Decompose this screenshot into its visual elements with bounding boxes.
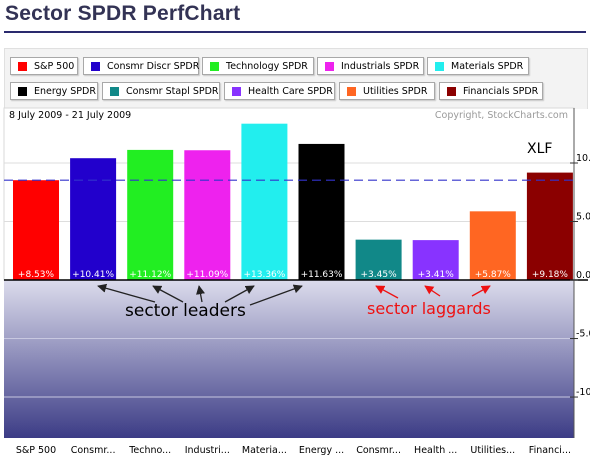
legend-swatch	[435, 62, 444, 71]
data-label: +10.41%	[72, 270, 114, 280]
legend-item-industrials[interactable]: Industrials SPDR	[317, 57, 424, 75]
legend-label: Industrials SPDR	[341, 61, 420, 72]
x-tick-label: Techno...	[128, 445, 171, 456]
x-tick-label: Materia...	[242, 445, 287, 456]
data-label: +8.53%	[18, 270, 55, 280]
y-tick-label: 0.0	[576, 270, 590, 281]
laggard-arrow	[471, 285, 491, 297]
date-range: 8 July 2009 - 21 July 2009	[9, 110, 132, 121]
bar[interactable]	[184, 150, 231, 281]
title-divider	[4, 31, 586, 33]
leader-arrow	[97, 283, 156, 303]
x-tick-label: Financi...	[529, 445, 571, 456]
legend-swatch	[447, 87, 456, 96]
plot-negative-area	[4, 280, 574, 438]
bar[interactable]	[70, 158, 117, 281]
x-tick-label: Consmr...	[356, 445, 401, 456]
data-label: +13.36%	[243, 270, 285, 280]
data-label: +9.18%	[532, 270, 569, 280]
xlf-annotation: XLF	[527, 141, 552, 157]
legend-item-sp500[interactable]: S&P 500	[10, 57, 78, 75]
legend-swatch	[110, 87, 119, 96]
legend-item-health-care[interactable]: Health Care SPDR	[224, 82, 335, 100]
bar[interactable]	[526, 172, 573, 281]
legend-item-materials[interactable]: Materials SPDR	[427, 57, 529, 75]
sector-leaders-annotation: sector leaders	[125, 301, 246, 321]
legend-item-consmr-stapl[interactable]: Consmr Stapl SPDR	[102, 82, 220, 100]
legend-label: Materials SPDR	[451, 61, 524, 72]
leader-arrow	[249, 284, 303, 306]
legend-item-consmr-discr[interactable]: Consmr Discr SPDR	[83, 57, 199, 75]
bar[interactable]	[13, 180, 59, 281]
x-tick-label: Industri...	[185, 445, 230, 456]
y-tick-label: 5.0	[576, 212, 590, 223]
legend-item-energy[interactable]: Energy SPDR	[10, 82, 98, 100]
sector-laggards-annotation: sector laggards	[367, 299, 491, 318]
y-tick-label: 10.	[576, 153, 590, 164]
data-label: +5.87%	[475, 270, 512, 280]
copyright: Copyright, StockCharts.com	[434, 110, 568, 121]
bar[interactable]	[412, 240, 459, 281]
bar[interactable]	[127, 149, 174, 281]
legend-swatch	[18, 62, 27, 71]
legend-swatch	[232, 87, 241, 96]
data-label: +3.41%	[418, 270, 455, 280]
leader-arrow	[196, 285, 205, 303]
legend-swatch	[91, 62, 100, 71]
x-tick-label: S&P 500	[16, 445, 56, 456]
legend-item-technology[interactable]: Technology SPDR	[202, 57, 314, 75]
bar[interactable]	[469, 211, 516, 281]
legend-item-financials[interactable]: Financials SPDR	[439, 82, 543, 100]
legend: S&P 500 Consmr Discr SPDR Technology SPD…	[4, 48, 588, 109]
x-tick-label: Utilities...	[470, 445, 515, 456]
legend-swatch	[325, 62, 334, 71]
legend-item-utilities[interactable]: Utilities SPDR	[339, 82, 435, 100]
legend-label: S&P 500	[34, 61, 75, 72]
laggard-arrow	[424, 285, 441, 297]
legend-swatch	[347, 87, 356, 96]
x-tick-label: Consmr...	[71, 445, 116, 456]
legend-label: Utilities SPDR	[363, 86, 428, 97]
data-label: +11.12%	[129, 270, 171, 280]
legend-label: Consmr Discr SPDR	[107, 61, 200, 72]
leader-arrow	[152, 285, 184, 303]
legend-label: Technology SPDR	[226, 61, 308, 72]
data-label: +11.63%	[301, 270, 343, 280]
data-label: +3.45%	[361, 270, 398, 280]
page-title: Sector SPDR PerfChart	[5, 2, 241, 25]
legend-label: Energy SPDR	[34, 86, 96, 97]
legend-label: Consmr Stapl SPDR	[126, 86, 219, 97]
leader-arrow	[224, 285, 255, 303]
x-tick-label: Health ...	[414, 445, 457, 456]
legend-label: Health Care SPDR	[248, 86, 333, 97]
y-tick-label: -5.0	[576, 329, 590, 340]
laggard-arrow	[375, 285, 399, 299]
y-tick-label: -10	[576, 387, 590, 398]
bar[interactable]	[298, 143, 345, 281]
legend-swatch	[210, 62, 219, 71]
data-label: +11.09%	[186, 270, 228, 280]
bar[interactable]	[241, 123, 288, 281]
bar[interactable]	[355, 239, 402, 281]
legend-swatch	[18, 87, 27, 96]
x-tick-label: Energy ...	[299, 445, 344, 456]
legend-label: Financials SPDR	[463, 86, 539, 97]
